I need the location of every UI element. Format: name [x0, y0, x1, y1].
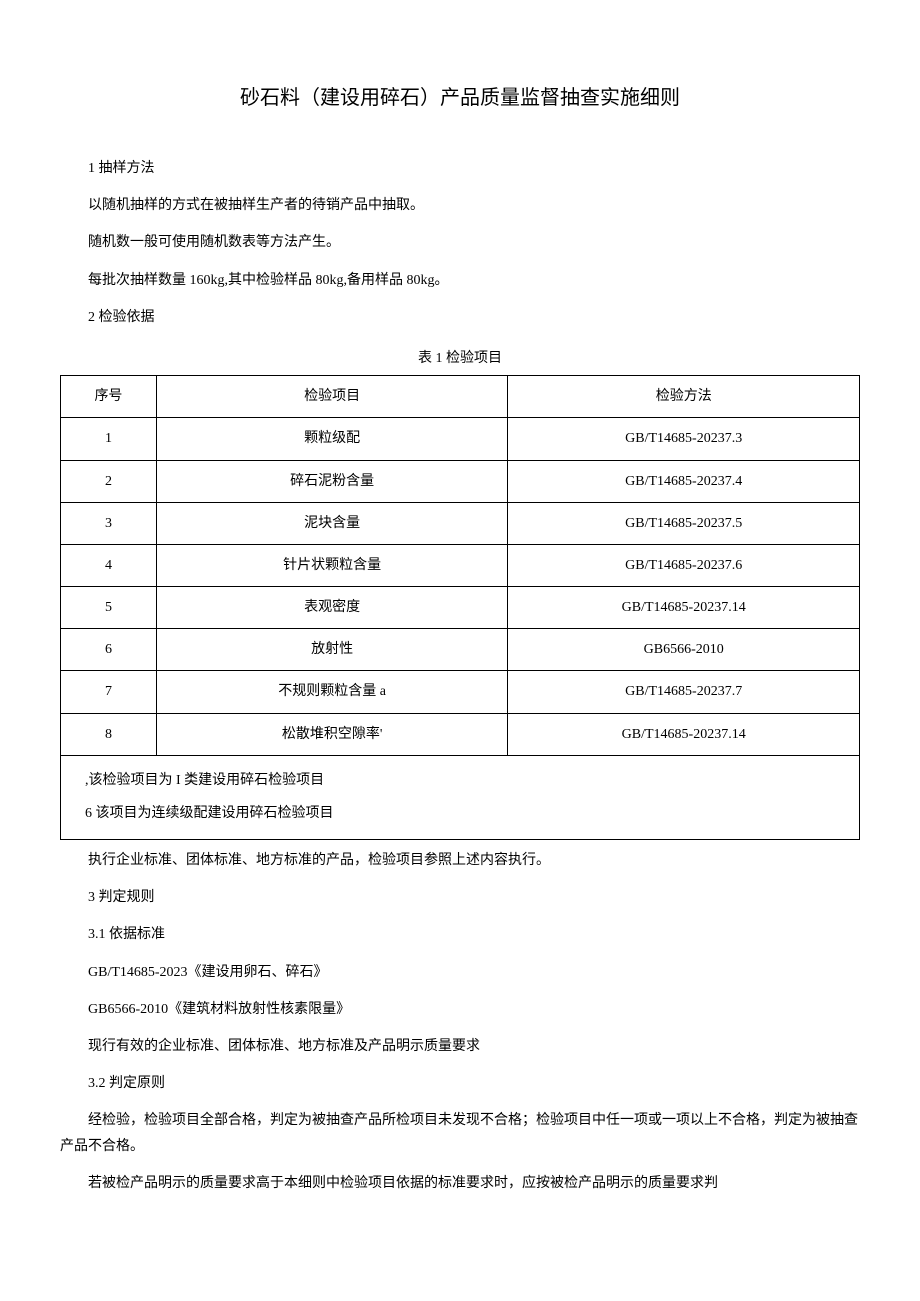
document-title: 砂石料（建设用碎石）产品质量监督抽查实施细则 — [60, 80, 860, 116]
section-1-p1: 以随机抽样的方式在被抽样生产者的待销产品中抽取。 — [60, 193, 860, 218]
section-3-2-p2: 若被检产品明示的质量要求高于本细则中检验项目依据的标准要求时，应按被检产品明示的… — [60, 1171, 860, 1196]
table-note-row: ,该检验项目为 I 类建设用碎石检验项目 6 该项目为连续级配建设用碎石检验项目 — [61, 755, 860, 839]
section-3-1-heading: 3.1 依据标准 — [60, 922, 860, 947]
cell-method: GB/T14685-20237.3 — [508, 418, 860, 460]
table-note-2: 6 该项目为连续级配建设用碎石检验项目 — [85, 797, 847, 831]
cell-method: GB/T14685-20237.7 — [508, 671, 860, 713]
cell-item: 颗粒级配 — [156, 418, 508, 460]
table-row: 8 松散堆积空隙率' GB/T14685-20237.14 — [61, 713, 860, 755]
cell-method: GB6566-2010 — [508, 629, 860, 671]
cell-method: GB/T14685-20237.14 — [508, 713, 860, 755]
cell-seq: 4 — [61, 544, 157, 586]
header-seq: 序号 — [61, 376, 157, 418]
cell-seq: 8 — [61, 713, 157, 755]
cell-seq: 7 — [61, 671, 157, 713]
section-1-heading: 1 抽样方法 — [60, 156, 860, 181]
table-row: 4 针片状颗粒含量 GB/T14685-20237.6 — [61, 544, 860, 586]
cell-item: 松散堆积空隙率' — [156, 713, 508, 755]
cell-seq: 1 — [61, 418, 157, 460]
cell-item: 放射性 — [156, 629, 508, 671]
cell-seq: 2 — [61, 460, 157, 502]
section-2-after-table: 执行企业标准、团体标准、地方标准的产品，检验项目参照上述内容执行。 — [60, 848, 860, 873]
cell-method: GB/T14685-20237.4 — [508, 460, 860, 502]
table-row: 6 放射性 GB6566-2010 — [61, 629, 860, 671]
table-caption: 表 1 检验项目 — [60, 346, 860, 371]
table-row: 1 颗粒级配 GB/T14685-20237.3 — [61, 418, 860, 460]
cell-method: GB/T14685-20237.6 — [508, 544, 860, 586]
cell-method: GB/T14685-20237.14 — [508, 587, 860, 629]
table-row: 3 泥块含量 GB/T14685-20237.5 — [61, 502, 860, 544]
section-1-p3: 每批次抽样数量 160kg,其中检验样品 80kg,备用样品 80kg。 — [60, 268, 860, 293]
header-method: 检验方法 — [508, 376, 860, 418]
section-1-p2: 随机数一般可使用随机数表等方法产生。 — [60, 230, 860, 255]
section-3-2-heading: 3.2 判定原则 — [60, 1071, 860, 1096]
cell-seq: 3 — [61, 502, 157, 544]
cell-item: 泥块含量 — [156, 502, 508, 544]
section-2-heading: 2 检验依据 — [60, 305, 860, 330]
table-row: 2 碎石泥粉含量 GB/T14685-20237.4 — [61, 460, 860, 502]
table-row: 5 表观密度 GB/T14685-20237.14 — [61, 587, 860, 629]
section-3-2-p1: 经检验，检验项目全部合格，判定为被抽查产品所检项目未发现不合格；检验项目中任一项… — [60, 1108, 860, 1158]
section-3-1-p1: GB/T14685-2023《建设用卵石、碎石》 — [60, 960, 860, 985]
section-3-1-p2: GB6566-2010《建筑材料放射性核素限量》 — [60, 997, 860, 1022]
cell-method: GB/T14685-20237.5 — [508, 502, 860, 544]
table-note-1: ,该检验项目为 I 类建设用碎石检验项目 — [85, 764, 847, 798]
cell-item: 不规则颗粒含量 a — [156, 671, 508, 713]
cell-item: 碎石泥粉含量 — [156, 460, 508, 502]
inspection-table: 序号 检验项目 检验方法 1 颗粒级配 GB/T14685-20237.3 2 … — [60, 375, 860, 840]
cell-item: 针片状颗粒含量 — [156, 544, 508, 586]
header-item: 检验项目 — [156, 376, 508, 418]
cell-seq: 5 — [61, 587, 157, 629]
section-3-heading: 3 判定规则 — [60, 885, 860, 910]
table-header-row: 序号 检验项目 检验方法 — [61, 376, 860, 418]
section-3-1-p3: 现行有效的企业标准、团体标准、地方标准及产品明示质量要求 — [60, 1034, 860, 1059]
table-notes: ,该检验项目为 I 类建设用碎石检验项目 6 该项目为连续级配建设用碎石检验项目 — [61, 755, 860, 839]
cell-item: 表观密度 — [156, 587, 508, 629]
table-row: 7 不规则颗粒含量 a GB/T14685-20237.7 — [61, 671, 860, 713]
cell-seq: 6 — [61, 629, 157, 671]
